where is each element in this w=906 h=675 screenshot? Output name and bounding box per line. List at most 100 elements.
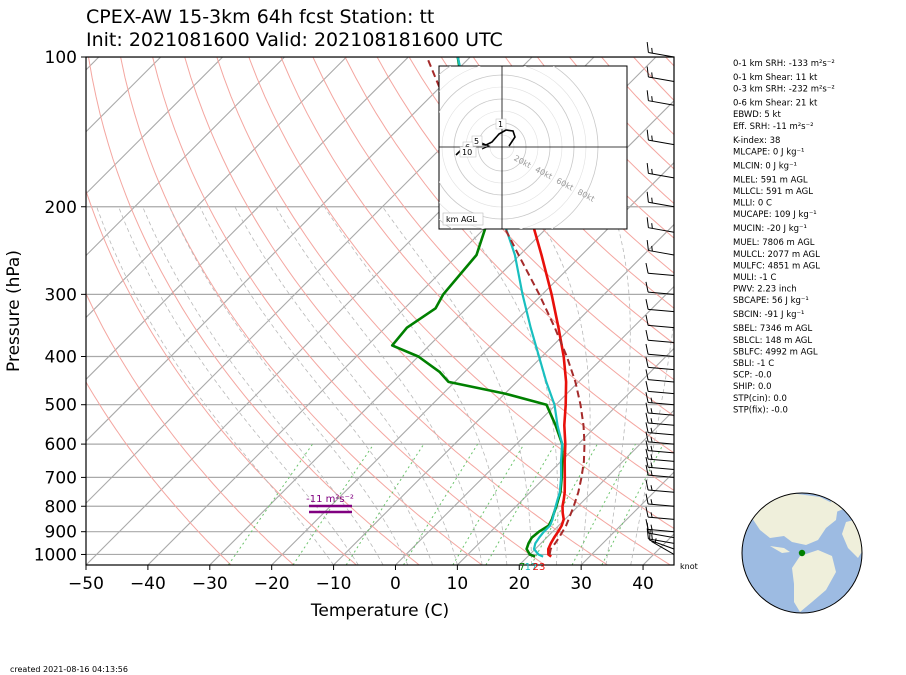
- wind-barb: [645, 464, 675, 478]
- isotherm-line: [86, 57, 224, 195]
- dry-adiabat-line: [344, 57, 674, 417]
- barb-unit-label: knot: [680, 562, 698, 571]
- index-line: MLCIN: 0 J kg⁻¹: [733, 161, 797, 171]
- wind-barb: [646, 129, 675, 146]
- isotherm-line: [86, 57, 471, 442]
- x-tick-label: 20: [508, 574, 530, 594]
- parcel-profile: [425, 57, 586, 555]
- dry-adiabat-line: [120, 57, 483, 565]
- srh-annotation: -11 m²s⁻²: [306, 494, 354, 514]
- wind-barb: [645, 315, 675, 329]
- dry-adiabat-line: [152, 57, 545, 565]
- wind-barb: [645, 431, 675, 445]
- wind-barb: [645, 519, 675, 533]
- moist-adiabat-line: [382, 206, 532, 565]
- y-tick-label: 400: [45, 348, 77, 368]
- y-tick-label: 1000: [34, 545, 77, 565]
- y-tick-label: 300: [45, 285, 77, 305]
- wind-barb: [645, 392, 675, 406]
- virtual-temperature-surface-label: 17: [525, 562, 538, 573]
- dry-adiabat-line: [88, 57, 420, 565]
- index-line: MLEL: 591 m AGL: [733, 175, 808, 185]
- index-line: SBCAPE: 56 J kg⁻¹: [733, 296, 809, 306]
- dry-adiabat-line: [280, 57, 674, 492]
- mixing-ratio-line: [403, 443, 479, 565]
- index-line: 0-1 km SRH: -133 m²s⁻²: [733, 59, 835, 69]
- index-line: MLCAPE: 0 J kg⁻¹: [733, 147, 804, 157]
- wind-barb: [645, 299, 675, 313]
- x-tick-label: 30: [570, 574, 592, 594]
- hodograph-height-labels: 15610: [459, 118, 507, 158]
- isotherm-line: [395, 285, 674, 565]
- wind-barb: [645, 456, 675, 471]
- index-line: 0-1 km Shear: 11 kt: [733, 73, 818, 83]
- dry-adiabat-line: [440, 57, 674, 309]
- wind-barb: [646, 162, 675, 179]
- hodograph-height-label: 1: [498, 120, 503, 129]
- globe-south-america: [792, 550, 836, 612]
- wind-barb: [645, 479, 675, 493]
- x-tick-label: −10: [316, 574, 352, 594]
- station-marker: [798, 549, 806, 557]
- index-line: K-index: 38: [733, 136, 780, 146]
- index-line: MULFC: 4851 m AGL: [733, 261, 820, 271]
- wind-barb: [645, 381, 675, 395]
- x-axis-label: Temperature (C): [310, 601, 449, 621]
- mixing-ratio-line: [345, 443, 425, 565]
- wind-barb: [649, 529, 675, 550]
- y-tick-label: 800: [45, 497, 77, 517]
- index-line: SBLCL: 148 m AGL: [733, 336, 812, 346]
- wind-barb: [645, 422, 675, 436]
- isotherm-line: [518, 409, 674, 565]
- y-tick-label: 900: [45, 523, 77, 543]
- wind-barb: [645, 369, 675, 383]
- y-tick-label: 200: [45, 198, 77, 218]
- dry-adiabat-line: [826, 57, 906, 565]
- index-line: 0-3 km SRH: -232 m²s⁻²: [733, 85, 835, 95]
- wind-barb: [645, 448, 675, 462]
- isotherm-line: [209, 100, 674, 565]
- index-line: SBEL: 7346 m AGL: [733, 324, 812, 334]
- y-tick-label: 700: [45, 468, 77, 488]
- index-line: MULI: -1 C: [733, 273, 777, 283]
- wind-barb: [645, 412, 675, 426]
- index-line: MUCIN: -20 J kg⁻¹: [733, 224, 807, 234]
- index-line: MLLI: 0 C: [733, 199, 772, 209]
- index-line: SCP: -0.0: [733, 371, 772, 381]
- isotherm-line: [86, 57, 285, 257]
- index-line: MUCAPE: 109 J kg⁻¹: [733, 210, 817, 220]
- index-line: STP(cin): 0.0: [733, 394, 787, 404]
- index-line: SBCIN: -91 J kg⁻¹: [733, 310, 804, 320]
- wind-barb: [645, 402, 675, 416]
- x-tick-label: 10: [447, 574, 469, 594]
- hodograph-height-label: 10: [462, 148, 472, 157]
- dry-adiabat-line: [86, 189, 357, 565]
- x-tick-label: −50: [68, 574, 104, 594]
- index-line: EBWD: 5 kt: [733, 110, 781, 120]
- moist-adiabat-line: [605, 206, 631, 565]
- dry-adiabat-line: [86, 292, 295, 565]
- wind-barb: [646, 191, 675, 208]
- index-line: MLLCL: 591 m AGL: [733, 187, 813, 197]
- temperature-profile: [526, 206, 568, 558]
- mixing-ratio-line: [601, 443, 664, 565]
- isotherm-line: [86, 57, 409, 381]
- wind-barb: [645, 281, 675, 295]
- moist-adiabat-line: [96, 206, 334, 565]
- wind-barb: [646, 66, 675, 82]
- index-line: MUEL: 7806 m AGL: [733, 238, 815, 248]
- x-tick-label: −20: [254, 574, 290, 594]
- dry-adiabat-line: [248, 57, 674, 530]
- hodograph-agl-label: km AGL: [446, 215, 478, 224]
- wind-barb: [646, 90, 675, 106]
- dry-adiabat-line: [376, 57, 674, 381]
- x-tick-label: −40: [130, 574, 166, 594]
- virtual-temperature-profile: [456, 57, 564, 558]
- mixing-ratio-line: [227, 443, 314, 565]
- locator-globe: [741, 492, 863, 614]
- dry-adiabat-line: [184, 57, 608, 565]
- moist-adiabat-line: [199, 206, 433, 565]
